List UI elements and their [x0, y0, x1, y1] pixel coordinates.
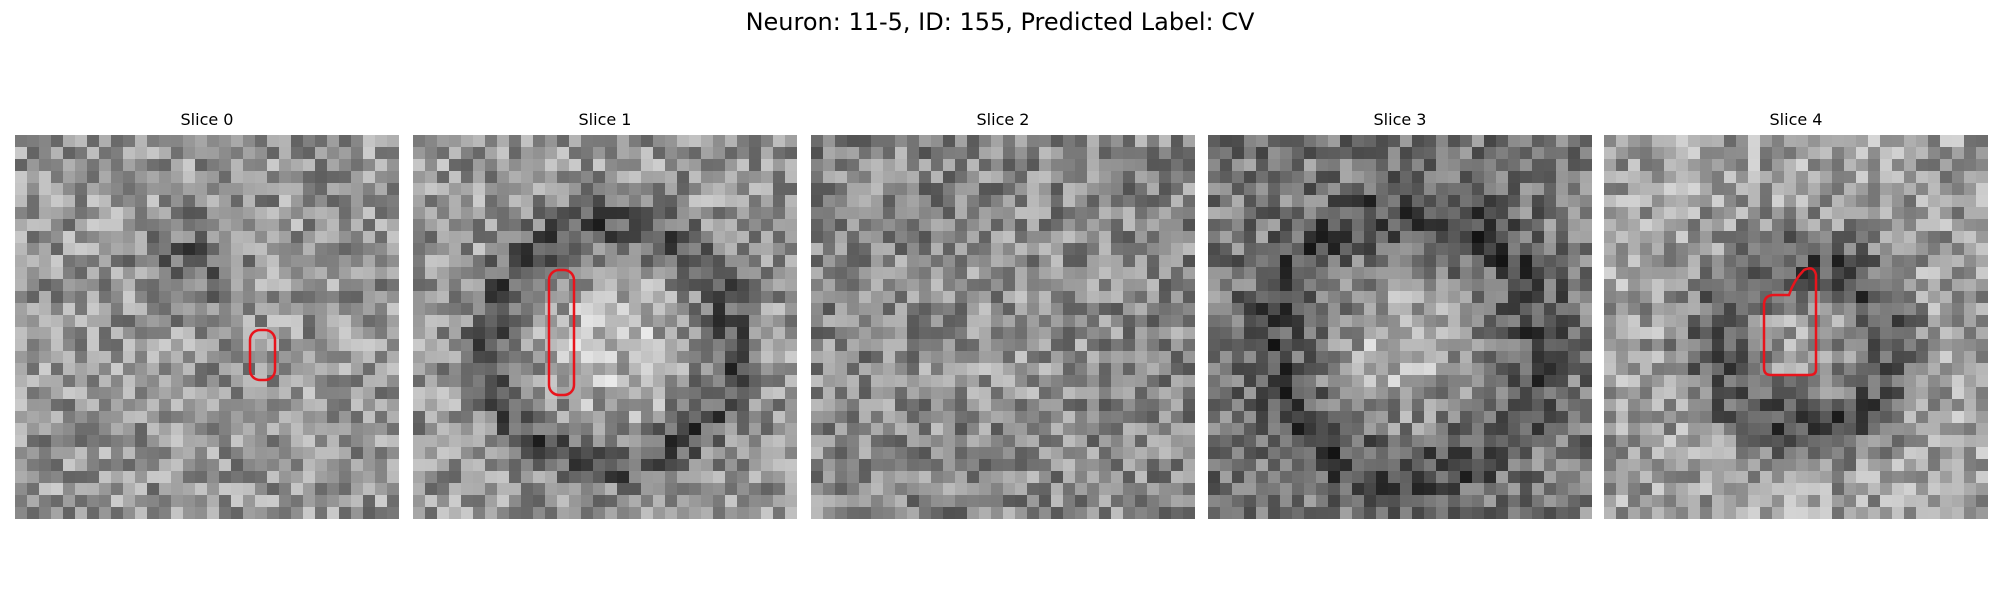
slice-image — [1604, 135, 1988, 519]
slice-image — [1208, 135, 1592, 519]
slice-image — [413, 135, 797, 519]
slice-title: Slice 0 — [180, 110, 234, 129]
slice-image — [811, 135, 1195, 519]
slice-title: Slice 1 — [578, 110, 632, 129]
roi-outline — [1762, 267, 1818, 377]
slice-panel-0: Slice 0 — [15, 108, 399, 519]
slice-panel-2: Slice 2 — [811, 108, 1195, 519]
slice-panel-1: Slice 1 — [413, 108, 797, 519]
slice-title: Slice 3 — [1373, 110, 1427, 129]
slice-image — [15, 135, 399, 519]
slice-panel-4: Slice 4 — [1604, 108, 1988, 519]
slice-title: Slice 4 — [1769, 110, 1823, 129]
roi-outline — [248, 328, 277, 382]
slice-panel-3: Slice 3 — [1208, 108, 1592, 519]
roi-outline — [547, 268, 576, 397]
figure-title: Neuron: 11-5, ID: 155, Predicted Label: … — [745, 8, 1255, 36]
slice-title: Slice 2 — [976, 110, 1030, 129]
